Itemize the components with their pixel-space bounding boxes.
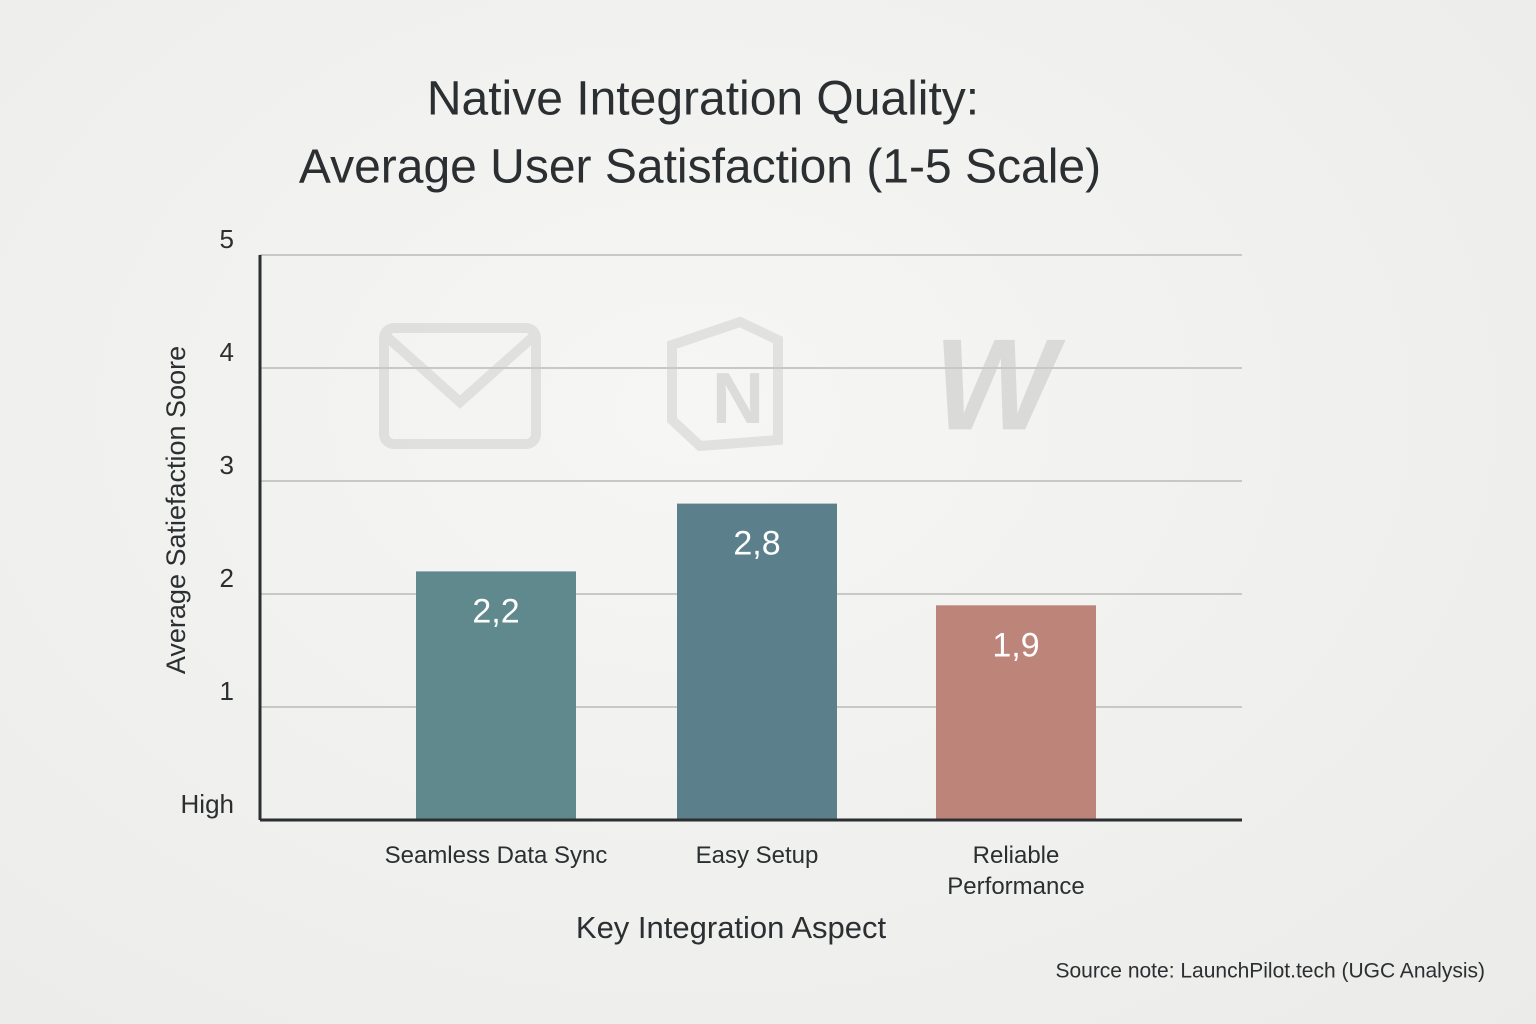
chart-title: Native Integration Quality: <box>427 73 979 126</box>
source-note: Source note: LaunchPilot.tech (UGC Analy… <box>1055 960 1485 983</box>
x-axis-title: Key Integration Aspect <box>576 910 887 945</box>
y-tick-label: High <box>181 789 234 819</box>
x-tick-label: Seamless Data Sync <box>384 842 608 869</box>
bar <box>936 605 1096 820</box>
y-tick-label: 1 <box>220 676 234 706</box>
bar <box>677 503 837 820</box>
value-label: 2,8 <box>733 525 780 563</box>
x-tick-label: Easy Setup <box>695 842 819 869</box>
y-tick-label: 2 <box>220 563 234 593</box>
value-label: 1,9 <box>992 626 1039 664</box>
value-label: 2,2 <box>472 592 519 630</box>
chart-subtitle: Average User Satisfaction (1-5 Scale) <box>299 141 1101 194</box>
svg-text:N: N <box>712 359 764 439</box>
y-axis-title: Average Satiefaction Soore <box>161 346 191 674</box>
x-tick-label: Reliable Performance <box>947 842 1085 900</box>
y-tick-label: 3 <box>220 450 234 480</box>
y-tick-label: 4 <box>220 337 234 367</box>
background-icons: N W <box>379 311 1066 457</box>
bar <box>416 571 576 820</box>
y-tick-label: 5 <box>220 224 234 254</box>
svg-text:W: W <box>934 311 1066 457</box>
